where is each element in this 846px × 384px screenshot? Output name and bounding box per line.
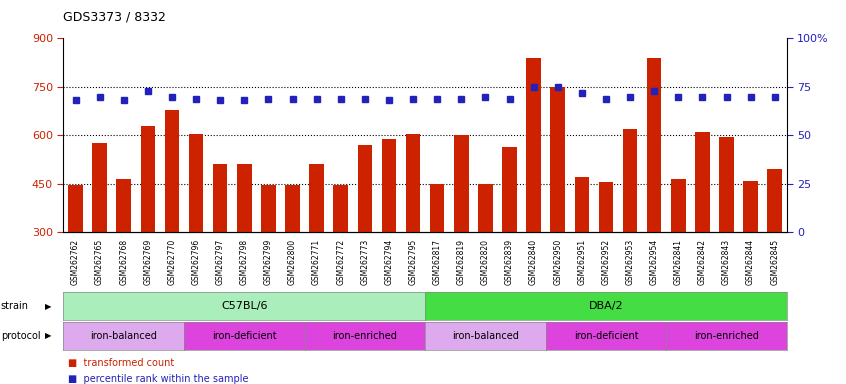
Text: DBA/2: DBA/2 (589, 301, 624, 311)
Bar (285, 185, 299, 329)
Text: iron-balanced: iron-balanced (452, 331, 519, 341)
Bar (695, 132, 710, 329)
Bar (574, 177, 589, 329)
Bar (406, 134, 420, 329)
Text: iron-deficient: iron-deficient (212, 331, 277, 341)
Bar (454, 136, 469, 329)
Bar (599, 182, 613, 329)
Text: iron-balanced: iron-balanced (91, 331, 157, 341)
Bar (189, 134, 203, 329)
Bar (261, 185, 276, 329)
Bar (69, 185, 83, 329)
Text: iron-enriched: iron-enriched (332, 331, 398, 341)
Bar (767, 169, 782, 329)
Bar (237, 164, 251, 329)
Bar (526, 58, 541, 329)
Bar (117, 179, 131, 329)
Text: ▶: ▶ (45, 301, 52, 311)
Bar (333, 185, 348, 329)
Bar (382, 139, 396, 329)
Bar (744, 180, 758, 329)
Bar (213, 164, 228, 329)
Text: ■  percentile rank within the sample: ■ percentile rank within the sample (68, 374, 248, 384)
Text: strain: strain (1, 301, 29, 311)
Bar (623, 129, 637, 329)
Bar (430, 184, 444, 329)
Bar (551, 87, 565, 329)
Bar (358, 145, 372, 329)
Text: iron-enriched: iron-enriched (694, 331, 759, 341)
Bar (310, 164, 324, 329)
Bar (719, 137, 733, 329)
Bar (478, 184, 492, 329)
Bar (140, 126, 155, 329)
Text: iron-deficient: iron-deficient (574, 331, 638, 341)
Bar (92, 144, 107, 329)
Text: GDS3373 / 8332: GDS3373 / 8332 (63, 10, 167, 23)
Text: C57BL/6: C57BL/6 (221, 301, 267, 311)
Bar (647, 58, 662, 329)
Bar (503, 147, 517, 329)
Text: ■  transformed count: ■ transformed count (68, 358, 174, 368)
Bar (165, 109, 179, 329)
Text: protocol: protocol (1, 331, 41, 341)
Text: ▶: ▶ (45, 331, 52, 341)
Bar (671, 179, 685, 329)
